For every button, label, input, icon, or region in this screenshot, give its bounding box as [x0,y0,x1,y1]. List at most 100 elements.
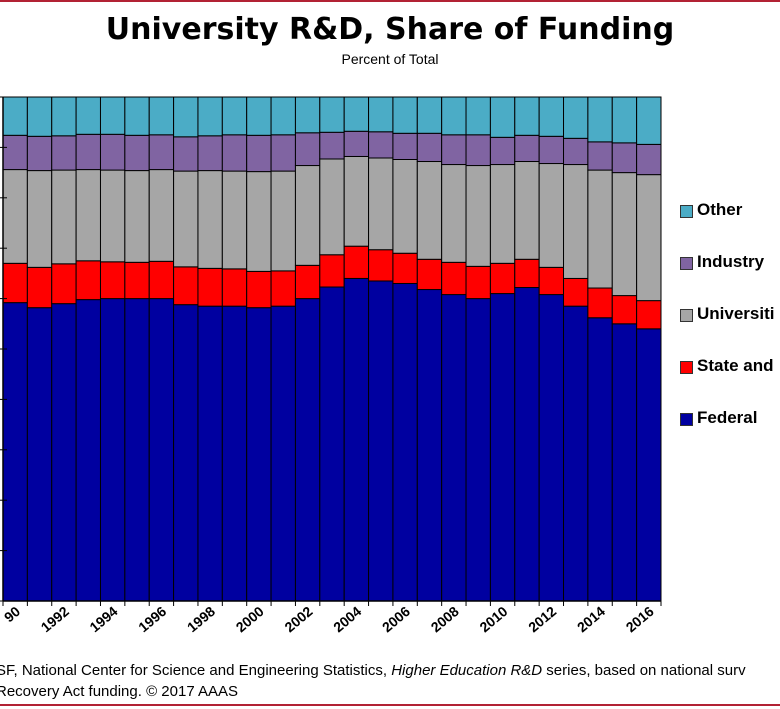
bar-industry-2007 [416,132,443,163]
bar-universiti-1995 [124,170,150,263]
bar-other-2004 [343,96,370,132]
bar-state-and-2001 [270,270,296,307]
x-tick-label-2002: 2002 [281,603,315,635]
bar-universiti-2004 [343,155,370,247]
bar-federal-2012 [538,294,565,602]
chart-subtitle: Percent of Total [341,51,439,67]
bar-industry-2016 [636,143,662,176]
bar-state-and-2014 [587,287,613,319]
bar-industry-2002 [294,132,321,167]
source-line-2: Recovery Act funding. © 2017 AAAS [0,683,239,700]
bar-universiti-1992 [51,169,77,265]
bar-other-1996 [148,96,175,136]
x-tick-label-2010: 2010 [476,603,510,635]
bar-other-2001 [270,96,296,136]
bar-federal-2002 [294,298,321,602]
bar-industry-2001 [270,134,296,172]
bar-federal-1992 [51,303,77,602]
bar-federal-2014 [587,317,613,602]
bar-other-2003 [319,96,345,133]
stacked-bar-chart: 90 1992 1994 1996 1998 2000 2002 2004 2006 2008 20… [0,96,662,635]
bar-universiti-2014 [587,169,613,289]
bar-other-2006 [392,96,418,134]
bar-industry-2005 [368,131,394,159]
bar-federal-2010 [489,293,516,602]
bar-universiti-2011 [514,161,540,260]
bar-other-2014 [587,96,613,143]
bar-universiti-1994 [99,169,126,263]
bar-state-and-2003 [319,254,345,288]
bar-universiti-2012 [538,163,565,268]
legend-item-federal: Federal [680,408,780,460]
legend-swatch [680,413,693,426]
bar-state-and-2000 [246,270,272,309]
x-tick-label-1992: 1992 [38,603,72,635]
bar-universiti-1999 [221,170,248,270]
bar-industry-2000 [246,134,272,173]
source-note: SF, National Center for Science and Engi… [0,660,780,702]
bar-universiti-1996 [148,169,175,262]
bar-other-2007 [416,96,443,134]
bar-state-and-1992 [51,263,77,305]
bar-state-and-2016 [636,300,662,330]
bar-federal-2004 [343,277,370,602]
bar-other-2013 [563,96,589,139]
bar-universiti-1990 [2,169,28,264]
bar-industry-1993 [75,133,101,171]
bar-state-and-2005 [368,249,394,282]
bar-industry-1995 [124,134,150,172]
bar-state-and-2015 [611,295,638,325]
bar-federal-1993 [75,299,101,602]
bar-other-1992 [51,96,77,137]
x-tick-label-2012: 2012 [525,603,559,635]
bar-federal-1995 [124,298,150,602]
source-line-1-start: SF, National Center for Science and Engi… [0,662,392,679]
bar-industry-2009 [465,134,491,167]
x-tick-label-2014: 2014 [574,603,608,635]
top-border [0,0,780,2]
bar-universiti-2010 [489,164,516,264]
bar-universiti-1997 [173,170,199,268]
bar-state-and-2010 [489,262,516,295]
x-tick-label-2016: 2016 [623,603,657,635]
bar-other-1994 [99,96,126,135]
bar-state-and-2006 [392,252,418,284]
bar-industry-1999 [221,134,248,172]
bar-federal-2016 [636,328,662,602]
bar-federal-2006 [392,282,418,602]
bar-state-and-1999 [221,268,248,307]
bar-universiti-1991 [26,170,53,268]
bar-federal-2013 [563,305,589,602]
bar-industry-2015 [611,142,638,174]
bar-federal-1996 [148,298,175,602]
bar-other-2005 [368,96,394,133]
bottom-border [0,704,780,706]
bar-state-and-1991 [26,266,53,309]
bar-universiti-2007 [416,161,443,260]
legend-swatch [680,205,693,218]
bar-state-and-2004 [343,245,370,279]
legend-item-other: Other [680,200,780,252]
legend-label: State and [697,356,774,375]
bar-state-and-2012 [538,266,565,296]
bar-state-and-1994 [99,261,126,300]
bar-other-1993 [75,96,101,135]
bar-federal-2003 [319,286,345,602]
bar-other-1991 [26,96,53,137]
bar-universiti-1993 [75,169,101,262]
bar-industry-1997 [173,136,199,172]
bar-industry-1994 [99,133,126,171]
legend-item-universiti: Universiti [680,304,780,356]
bar-state-and-2007 [416,258,443,291]
bar-industry-1996 [148,134,175,171]
bar-universiti-2003 [319,158,345,256]
bar-state-and-2002 [294,264,321,300]
bar-universiti-2000 [246,171,272,272]
bar-federal-1990 [2,302,28,602]
bar-other-2011 [514,96,540,136]
bar-other-2015 [611,96,638,144]
legend-swatch [680,361,693,374]
bar-industry-2004 [343,130,370,157]
bar-industry-2013 [563,137,589,166]
chart-legend: Other Industry Universiti State and Federal [680,200,780,460]
